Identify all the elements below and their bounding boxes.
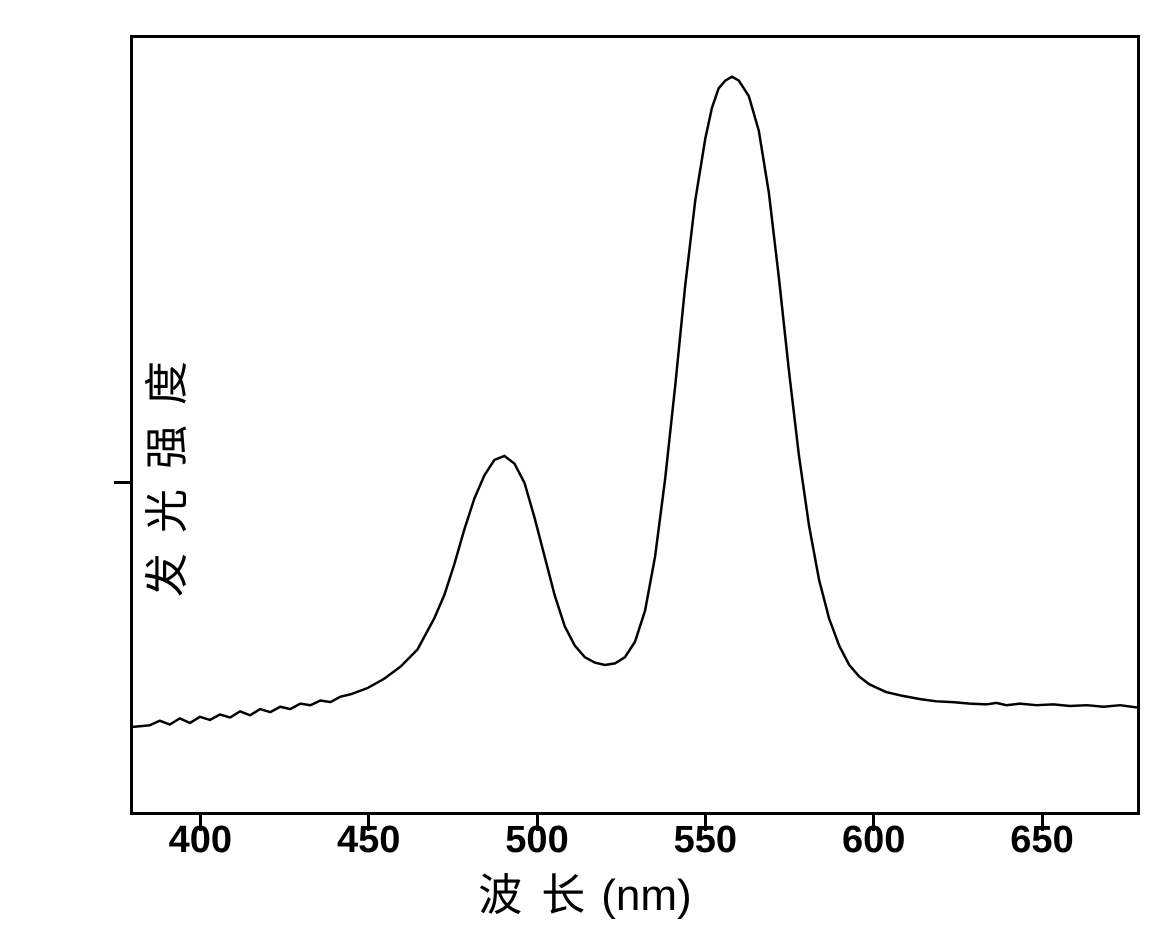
x-tick-label: 550 xyxy=(674,819,737,862)
chart-frame: 400450500550600650 xyxy=(130,35,1140,815)
y-axis-label: 发光强度 xyxy=(131,341,195,597)
x-axis-label: 波 长(nm) xyxy=(478,859,691,923)
x-tick-label: 450 xyxy=(337,819,400,862)
x-tick-label: 500 xyxy=(505,819,568,862)
x-tick-label: 600 xyxy=(842,819,905,862)
x-tick-label: 400 xyxy=(169,819,232,862)
x-axis-unit: (nm) xyxy=(601,871,691,920)
y-tick xyxy=(114,481,130,484)
plot-area: 400450500550600650 xyxy=(133,38,1137,812)
x-tick-label: 650 xyxy=(1010,819,1073,862)
x-axis-text: 波 长 xyxy=(478,871,589,920)
